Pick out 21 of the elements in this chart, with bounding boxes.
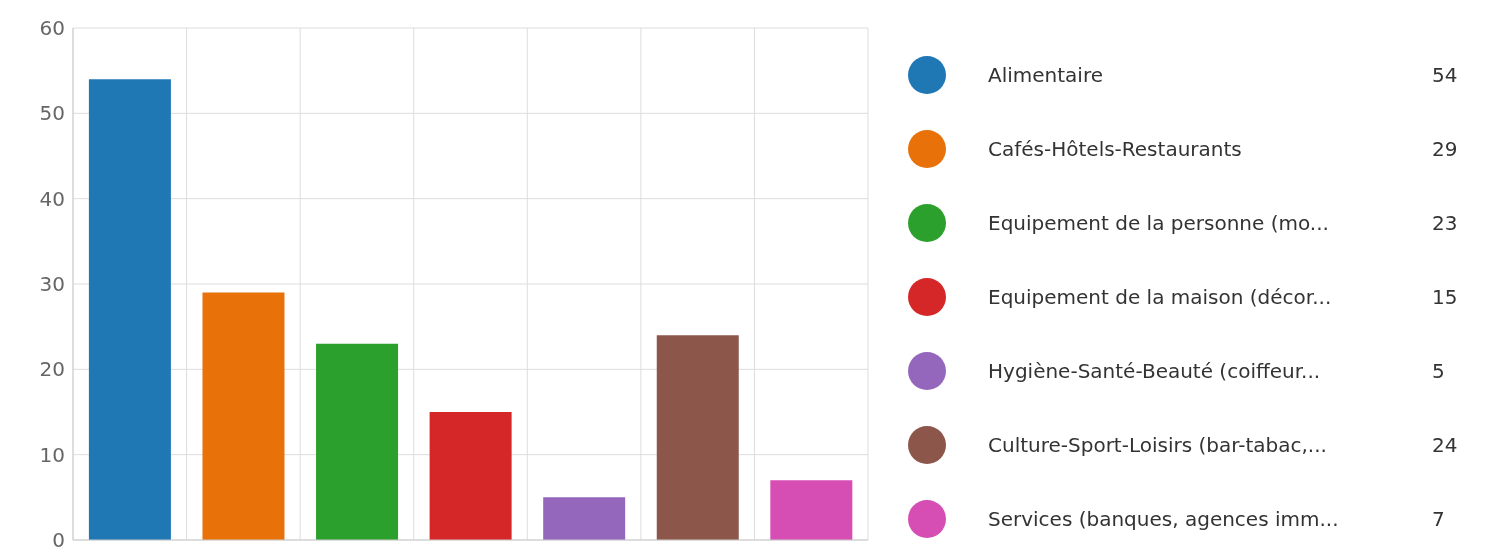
legend-label: Services (banques, agences imm... (988, 507, 1340, 531)
text: 54 (1432, 63, 1459, 87)
legend-label: Equipement de la maison (décor... (988, 285, 1333, 309)
text: 29 (1432, 137, 1459, 161)
legend-label: Hygiène-Santé-Beauté (coiffeur... (988, 359, 1322, 383)
y-tick-label: 0 (52, 528, 65, 553)
text: 5 (1432, 359, 1446, 383)
y-tick-label: 20 (39, 357, 65, 382)
legend-label: Culture-Sport-Loisirs (bar-tabac,... (988, 433, 1328, 457)
legend-label: Equipement de la personne (mo... (988, 211, 1330, 235)
legend-label: Alimentaire (988, 63, 1104, 87)
y-tick-label: 40 (39, 186, 65, 211)
y-tick-label: 60 (39, 16, 65, 41)
y-tick-label: 50 (39, 101, 65, 126)
text: 15 (1432, 285, 1459, 309)
y-tick-label: 30 (39, 272, 65, 297)
y-tick-label: 10 (39, 442, 65, 467)
text: 23 (1432, 211, 1459, 235)
text: 7 (1432, 507, 1446, 531)
text: 24 (1432, 433, 1459, 457)
legend-label: Cafés-Hôtels-Restaurants (988, 137, 1243, 161)
